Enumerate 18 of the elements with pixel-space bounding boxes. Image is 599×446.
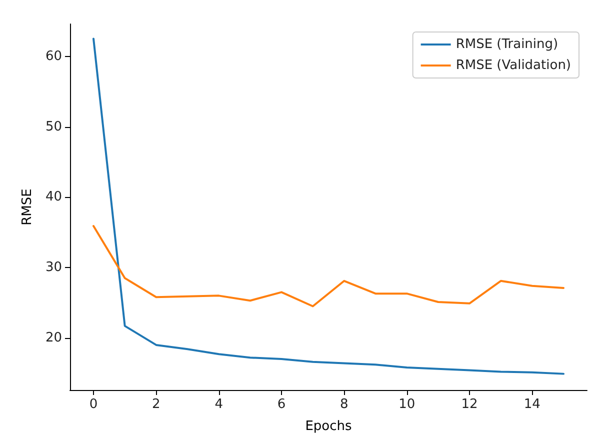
y-axis-title: RMSE	[20, 188, 35, 226]
x-tick-label: 12	[461, 397, 478, 412]
legend-label: RMSE (Training)	[456, 37, 558, 52]
line-series	[92, 225, 564, 308]
y-tick-label: 30	[45, 260, 62, 276]
x-tick-label: 14	[524, 397, 540, 412]
x-tick-label: 6	[277, 397, 286, 412]
legend-label: RMSE (Validation)	[456, 58, 572, 73]
y-tick-label: 40	[45, 190, 62, 205]
x-tick-label: 8	[340, 397, 348, 412]
x-tick-label: 0	[89, 397, 98, 412]
x-tick-label: 4	[214, 397, 223, 412]
y-tick-label: 50	[45, 119, 62, 134]
y-tick-label: 60	[45, 48, 62, 64]
x-tick-label: 10	[398, 397, 416, 412]
x-tick-label: 2	[152, 397, 160, 412]
y-tick-label: 20	[45, 330, 62, 346]
x-axis-title: Epochs	[305, 419, 352, 434]
